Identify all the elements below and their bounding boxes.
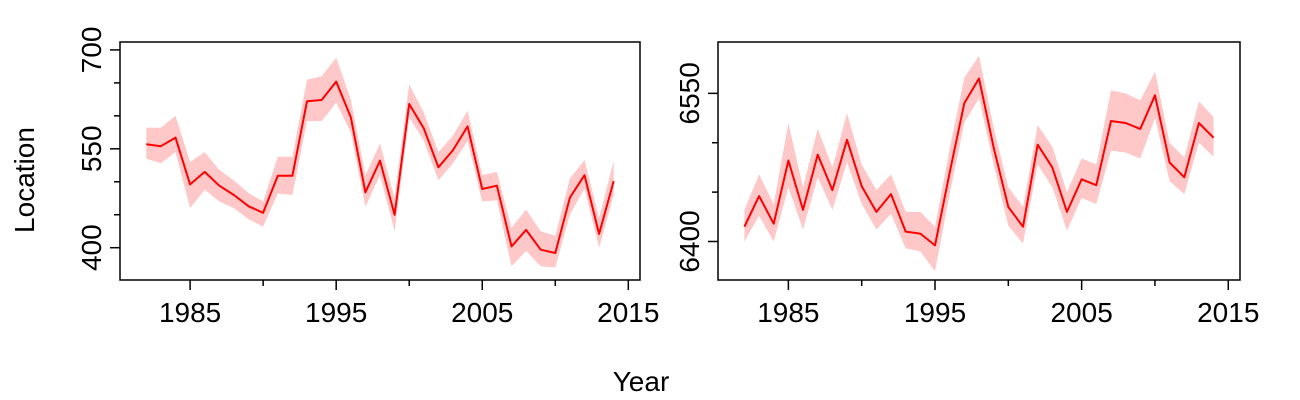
- x-tick-label: 1985: [159, 297, 221, 328]
- right-panel: 1985 1995 2005 2015 6400 6550: [674, 41, 1259, 328]
- confidence-band: [744, 55, 1214, 272]
- y-tick-label: 700: [76, 27, 107, 74]
- left-panel: 1985 1995 2005 2015 400 550 700: [76, 27, 659, 328]
- x-tick-label: 2005: [1050, 297, 1112, 328]
- y-tick-label: 6400: [674, 210, 705, 272]
- x-tick-label: 2005: [451, 297, 513, 328]
- x-tick-label: 1995: [305, 297, 367, 328]
- series-line: [743, 77, 1215, 247]
- y-tick-label: 550: [76, 125, 107, 172]
- x-tick-label: 1995: [904, 297, 966, 328]
- y-tick-label: 6550: [674, 62, 705, 124]
- plot-frame: [717, 41, 1241, 281]
- x-axis-title: Year: [613, 366, 670, 397]
- y-axis-title: Location: [9, 127, 40, 233]
- x-tick-label: 1985: [757, 297, 819, 328]
- plot-frame: [119, 41, 641, 281]
- y-tick-label: 400: [76, 224, 107, 271]
- x-tick-label: 2015: [1197, 297, 1259, 328]
- x-tick-label: 2015: [597, 297, 659, 328]
- series-line: [146, 80, 615, 254]
